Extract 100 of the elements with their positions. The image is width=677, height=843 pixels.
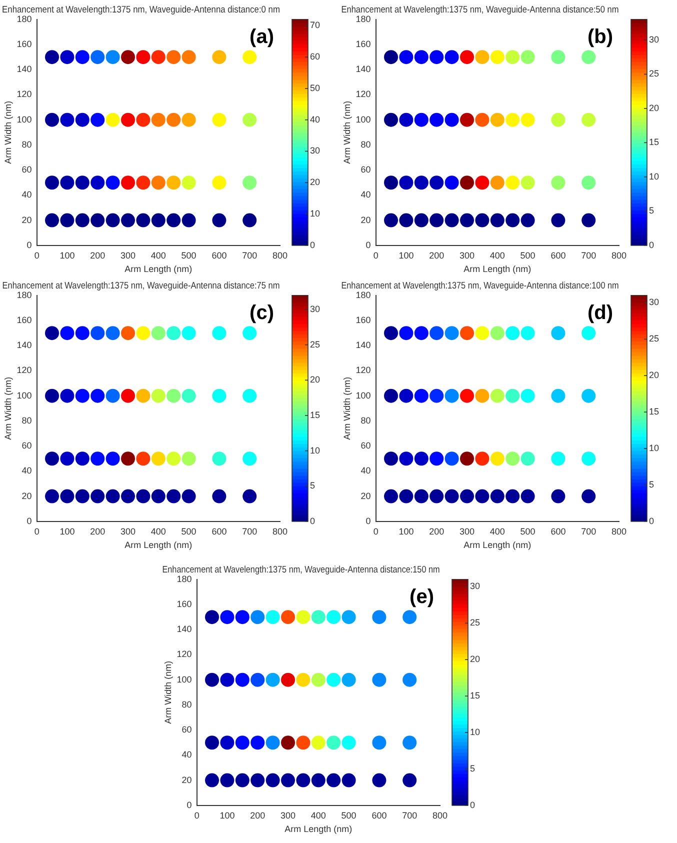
point: [151, 112, 166, 127]
point: [414, 112, 428, 127]
point: [182, 176, 196, 190]
point: [205, 610, 220, 624]
x-tick-label: 500: [181, 526, 196, 536]
y-tick-label: 160: [16, 38, 32, 49]
point: [235, 736, 250, 750]
y-tick-label: 80: [360, 415, 371, 426]
point: [212, 176, 226, 190]
x-tick-label: 300: [280, 810, 296, 820]
color-bar-label: 20: [310, 177, 320, 188]
point: [444, 176, 459, 190]
y-tick-label: 120: [356, 365, 371, 376]
color-bar-label: 40: [310, 114, 320, 124]
point: [212, 213, 226, 228]
point: [490, 176, 504, 190]
point: [520, 388, 535, 403]
point: [444, 388, 459, 403]
point: [506, 112, 520, 127]
x-tick-label: 100: [60, 526, 75, 536]
color-bar-label: 20: [649, 370, 660, 380]
color-bar-label: 15: [649, 137, 660, 148]
point: [281, 610, 296, 624]
point: [520, 176, 535, 190]
annotation: (e): [410, 586, 434, 608]
point: [384, 112, 398, 127]
point: [520, 489, 535, 504]
point: [182, 326, 196, 340]
y-tick-label: 140: [356, 340, 371, 350]
point: [106, 452, 120, 466]
color-bar-label: 10: [470, 726, 480, 737]
point: [151, 213, 166, 228]
point: [205, 736, 220, 750]
point: [166, 112, 181, 127]
point: [582, 213, 596, 228]
x-tick-label: 500: [520, 250, 536, 260]
x-tick-label: 400: [490, 526, 505, 536]
point: [444, 112, 459, 127]
x-axis-title: Arm Length (nm): [124, 264, 192, 274]
y-tick-label: 0: [26, 516, 32, 526]
color-bar-label: 10: [310, 208, 320, 218]
point: [430, 213, 444, 228]
y-tick-label: 180: [16, 290, 32, 300]
point: [490, 388, 504, 403]
color-bar-label: 20: [470, 654, 480, 664]
color-bar-label: 10: [649, 442, 660, 453]
point: [136, 213, 150, 228]
point: [45, 176, 60, 190]
point: [384, 388, 398, 403]
x-tick-label: 200: [429, 250, 444, 260]
point: [402, 736, 417, 750]
color-bar-label: 0: [649, 516, 654, 526]
point: [399, 326, 414, 340]
point: [475, 213, 490, 228]
point: [430, 452, 444, 466]
point: [250, 672, 265, 687]
point: [60, 112, 74, 127]
point: [75, 388, 90, 403]
point: [551, 50, 566, 64]
point: [121, 213, 136, 228]
x-tick-label: 500: [181, 250, 196, 260]
point: [90, 50, 105, 64]
point: [506, 326, 520, 340]
y-tick-label: 120: [16, 365, 32, 376]
point: [506, 176, 520, 190]
point: [60, 388, 74, 403]
x-tick-label: 200: [90, 526, 106, 536]
point: [475, 176, 490, 190]
x-tick-label: 600: [212, 250, 227, 260]
x-axis-title: Arm Length (nm): [464, 264, 532, 274]
point: [75, 112, 90, 127]
x-tick-label: 800: [272, 250, 288, 260]
y-tick-label: 120: [356, 89, 371, 100]
point: [136, 326, 150, 340]
point: [75, 452, 90, 466]
point: [242, 213, 257, 228]
color-bar-label: 5: [649, 479, 654, 490]
point: [551, 489, 566, 504]
point: [551, 326, 566, 340]
chart-title: Enhancement at Wavelength:1375 nm, Waveguide-Antenna distance:100 nm: [341, 280, 619, 290]
point: [460, 452, 474, 466]
point: [551, 213, 566, 228]
x-tick-label: 100: [220, 810, 235, 820]
point: [311, 773, 326, 788]
point: [266, 610, 280, 624]
point: [106, 112, 120, 127]
x-axis-title: Arm Length (nm): [124, 540, 192, 550]
point: [136, 388, 150, 403]
y-tick-label: 60: [182, 724, 192, 735]
point: [430, 176, 444, 190]
point: [384, 326, 398, 340]
point: [460, 112, 474, 127]
point: [342, 773, 356, 788]
y-tick-label: 20: [182, 774, 192, 785]
point: [551, 176, 566, 190]
point: [242, 388, 257, 403]
color-bar-label: 20: [649, 102, 660, 113]
point: [151, 176, 166, 190]
point: [372, 736, 386, 750]
point: [326, 736, 341, 750]
